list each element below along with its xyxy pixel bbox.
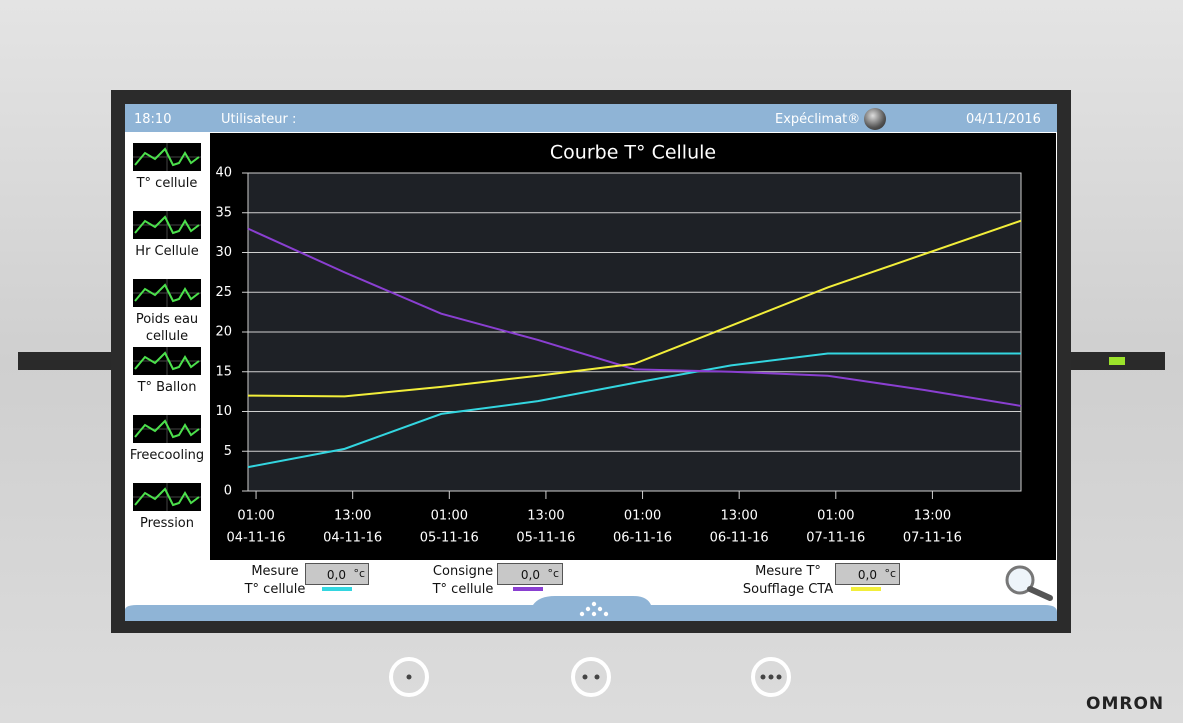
time: 18:10 <box>134 112 172 127</box>
sidebar-label[interactable]: Hr Cellule <box>135 244 199 259</box>
led <box>1109 357 1125 365</box>
x-tick-label: 13:00 <box>914 509 951 524</box>
y-tick-label: 15 <box>215 364 232 379</box>
x-tick-label: 04-11-16 <box>227 531 286 546</box>
hw-buttons <box>389 657 791 697</box>
band-left <box>18 352 112 370</box>
y-tick-label: 20 <box>215 325 232 340</box>
header-bar <box>125 104 1057 132</box>
sidebar-label[interactable]: T° cellule <box>136 176 198 191</box>
readout-box: 0,0 °c <box>305 563 369 585</box>
date: 04/11/2016 <box>966 112 1041 127</box>
logo: OMRON <box>1086 694 1165 714</box>
readout-value: 0,0 <box>520 568 540 582</box>
status-orb <box>864 108 886 130</box>
x-tick-label: 13:00 <box>527 509 564 524</box>
x-tick-label: 04-11-16 <box>323 531 382 546</box>
x-tick-label: 07-11-16 <box>903 531 962 546</box>
legend-label: Mesure T° Soufflage CTA <box>742 564 834 597</box>
x-tick-label: 06-11-16 <box>613 531 672 546</box>
x-tick-label: 13:00 <box>334 509 371 524</box>
zoom-button[interactable] <box>1000 562 1056 602</box>
y-tick-label: 5 <box>224 444 232 459</box>
menu-dots[interactable] <box>579 601 609 617</box>
sidebar-label[interactable]: Pression <box>139 516 195 531</box>
sidebar-icon[interactable] <box>133 279 201 307</box>
readout-unit: °c <box>353 567 365 580</box>
y-tick-label: 40 <box>215 166 232 181</box>
series-line <box>247 227 1022 407</box>
x-tick-label: 05-11-16 <box>420 531 479 546</box>
chart: Courbe T° Cellule 0 5 10 15 20 25 30 35 40 01:00 0… <box>210 133 1056 560</box>
y-tick-label: 10 <box>215 404 232 419</box>
x-tick-label: 01:00 <box>237 509 274 524</box>
x-tick-label: 06-11-16 <box>710 531 769 546</box>
bottom-bar <box>125 596 1057 621</box>
legend-swatch <box>322 587 352 591</box>
readout-box: 0,0 °c <box>497 563 563 585</box>
x-tick-label: 01:00 <box>624 509 661 524</box>
legend-swatch <box>851 587 881 591</box>
readout-value: 0,0 <box>857 568 877 582</box>
legend-label: Mesure T° cellule <box>244 564 306 597</box>
legend-swatch <box>513 587 543 591</box>
y-tick-label: 25 <box>215 285 232 300</box>
x-tick-label: 01:00 <box>817 509 854 524</box>
chart-title: Courbe T° Cellule <box>550 142 716 164</box>
sidebar-icon[interactable] <box>133 143 201 171</box>
sidebar-label[interactable]: Freecooling <box>129 448 205 463</box>
user-label: Utilisateur : <box>221 112 297 127</box>
y-tick-label: 0 <box>224 484 232 499</box>
x-tick-label: 05-11-16 <box>516 531 575 546</box>
series-line <box>247 352 1021 469</box>
readout-value: 0,0 <box>326 568 346 582</box>
y-tick-label: 30 <box>215 245 232 260</box>
sidebar-icon[interactable] <box>133 415 201 443</box>
x-tick-label: 07-11-16 <box>806 531 865 546</box>
brand: Expéclimat® <box>775 112 861 127</box>
sidebar-icon[interactable] <box>133 483 201 511</box>
sidebar-label[interactable]: Poids eau cellule <box>135 312 199 344</box>
readout-unit: °c <box>547 567 559 580</box>
y-tick-label: 35 <box>215 205 232 220</box>
readout-box: 0,0 °c <box>835 563 900 585</box>
sidebar-icon[interactable] <box>133 347 201 375</box>
x-tick-label: 01:00 <box>431 509 468 524</box>
sidebar-icon[interactable] <box>133 211 201 239</box>
legend-label: Consigne T° cellule <box>432 564 494 597</box>
x-tick-label: 13:00 <box>720 509 757 524</box>
sidebar-label[interactable]: T° Ballon <box>137 380 197 395</box>
readout-unit: °c <box>884 567 896 580</box>
series-line <box>247 219 1022 398</box>
